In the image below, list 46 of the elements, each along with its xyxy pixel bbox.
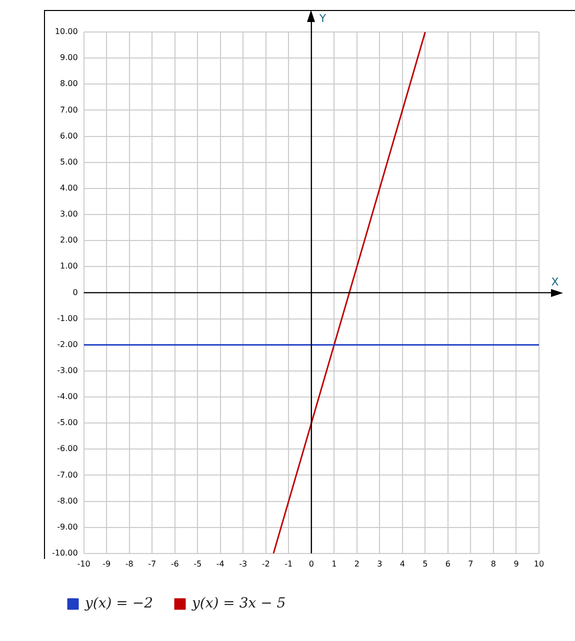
y-tick-label: 4.00: [60, 184, 78, 192]
x-tick-label: 2: [354, 559, 360, 568]
legend-label: y(x) = −2: [84, 596, 154, 612]
legend-label: y(x) = 3x − 5: [190, 596, 286, 612]
y-tick-label: 5.00: [60, 157, 78, 166]
x-tick-label: -5: [194, 559, 202, 568]
y-tick-label: 10.00: [54, 27, 78, 36]
x-tick-label: 6: [445, 559, 451, 568]
y-tick-label: -6.00: [57, 444, 78, 454]
y-tick-label: 7.00: [60, 105, 78, 114]
x-tick-label: -3: [239, 559, 248, 568]
x-tick-label: 4: [400, 559, 405, 568]
x-tick-label: 0: [308, 559, 314, 568]
y-tick-label: 1.00: [60, 262, 78, 271]
x-tick-label: 9: [514, 559, 519, 568]
y-tick-label: 6.00: [60, 131, 78, 140]
y-tick-label: -5.00: [57, 418, 78, 428]
x-tick-label: -1: [284, 559, 293, 568]
y-tick-label: 0: [72, 288, 78, 297]
x-tick-label: 1: [332, 559, 337, 568]
y-tick-label: 9.00: [60, 53, 78, 62]
x-tick-label: 8: [490, 559, 496, 568]
y-axis-title: Y: [318, 12, 326, 25]
x-axis-title: X: [551, 276, 560, 289]
y-tick-label: -8.00: [57, 496, 78, 506]
y-tick-label: -9.00: [57, 522, 78, 532]
y-tick-label: -7.00: [57, 470, 78, 480]
x-tick-label: -4: [216, 559, 224, 568]
y-tick-label: 2.00: [60, 236, 78, 245]
y-tick-label: -2.00: [57, 340, 78, 349]
y-tick-label: -4.00: [57, 392, 78, 402]
y-tick-label: 8.00: [60, 79, 78, 88]
y-tick-label: -10.00: [52, 548, 78, 558]
x-tick-label: -9: [102, 559, 111, 568]
y-tick-label: -3.00: [57, 366, 78, 375]
y-tick-label: 3.00: [60, 210, 78, 219]
y-tick-label: -1.00: [57, 314, 78, 323]
x-tick-label: -8: [125, 559, 134, 568]
x-tick-label: -7: [148, 559, 156, 568]
x-tick-label: -2: [262, 559, 270, 568]
x-tick-label: 7: [468, 559, 474, 568]
x-tick-label: -10: [77, 559, 90, 568]
x-tick-label: 10: [534, 559, 544, 568]
x-tick-label: -6: [170, 559, 179, 568]
x-tick-label: 3: [377, 559, 382, 568]
x-tick-label: 5: [422, 559, 428, 568]
